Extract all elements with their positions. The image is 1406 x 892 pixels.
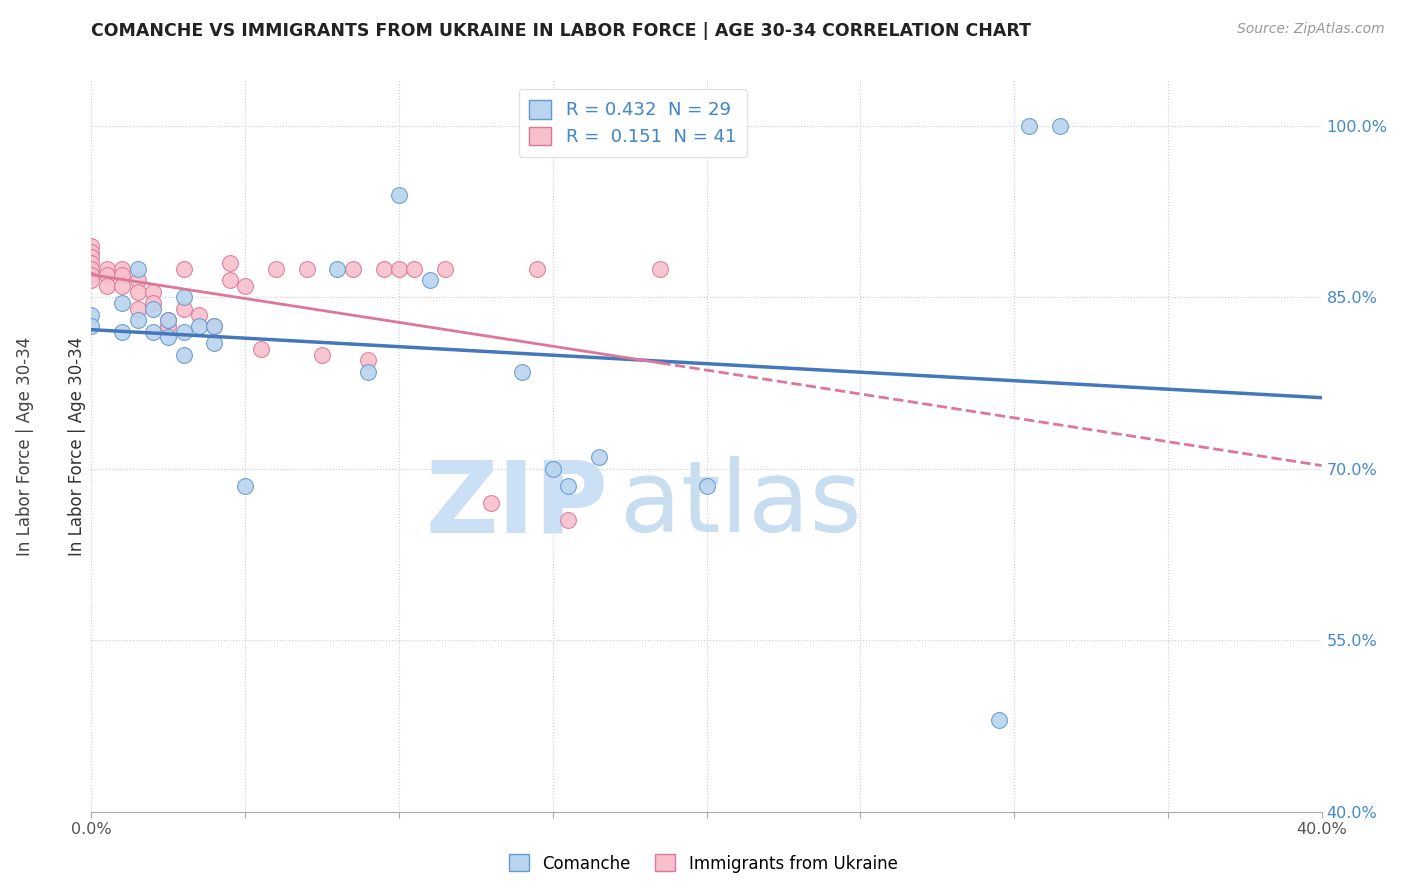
Point bbox=[388, 261, 411, 276]
Point bbox=[373, 261, 395, 276]
Point bbox=[80, 256, 103, 270]
Point bbox=[295, 261, 318, 276]
Point bbox=[111, 261, 134, 276]
Point bbox=[111, 325, 134, 339]
Point bbox=[80, 251, 103, 265]
Point bbox=[80, 308, 103, 322]
Point bbox=[650, 261, 672, 276]
Point bbox=[80, 239, 103, 253]
Point bbox=[96, 279, 118, 293]
Point bbox=[1018, 119, 1040, 133]
Point bbox=[188, 308, 211, 322]
Point bbox=[157, 313, 180, 327]
Point bbox=[696, 479, 718, 493]
Point bbox=[142, 301, 165, 316]
Point bbox=[434, 261, 457, 276]
Point bbox=[80, 273, 103, 287]
Point bbox=[173, 325, 195, 339]
Point bbox=[111, 296, 134, 310]
Point bbox=[510, 365, 533, 379]
Text: ZIP: ZIP bbox=[425, 456, 607, 553]
Point bbox=[249, 342, 271, 356]
Point bbox=[157, 330, 180, 344]
Point bbox=[218, 273, 240, 287]
Point bbox=[96, 268, 118, 282]
Point bbox=[80, 244, 103, 259]
Point bbox=[202, 318, 225, 333]
Point bbox=[404, 261, 426, 276]
Point bbox=[188, 318, 211, 333]
Point bbox=[96, 261, 118, 276]
Point bbox=[111, 279, 134, 293]
Point bbox=[311, 347, 333, 362]
Point bbox=[111, 268, 134, 282]
Point bbox=[173, 261, 195, 276]
Point bbox=[526, 261, 548, 276]
Point bbox=[142, 296, 165, 310]
Legend: R = 0.432  N = 29, R =  0.151  N = 41: R = 0.432 N = 29, R = 0.151 N = 41 bbox=[519, 89, 747, 157]
Y-axis label: In Labor Force | Age 30-34: In Labor Force | Age 30-34 bbox=[67, 336, 86, 556]
Text: atlas: atlas bbox=[620, 456, 862, 553]
Point bbox=[80, 318, 103, 333]
Point bbox=[541, 462, 564, 476]
Point bbox=[557, 479, 579, 493]
Point bbox=[142, 285, 165, 299]
Point bbox=[218, 256, 240, 270]
Point bbox=[157, 318, 180, 333]
Point bbox=[479, 496, 502, 510]
Point bbox=[127, 313, 149, 327]
Point bbox=[326, 261, 349, 276]
Point bbox=[142, 325, 165, 339]
Point bbox=[202, 318, 225, 333]
Point bbox=[127, 261, 149, 276]
Point bbox=[173, 347, 195, 362]
Point bbox=[80, 261, 103, 276]
Point bbox=[127, 273, 149, 287]
Point bbox=[173, 290, 195, 304]
Legend: Comanche, Immigrants from Ukraine: Comanche, Immigrants from Ukraine bbox=[502, 847, 904, 880]
Point bbox=[342, 261, 364, 276]
Point bbox=[127, 285, 149, 299]
Point bbox=[419, 273, 441, 287]
Point bbox=[357, 353, 380, 368]
Text: Source: ZipAtlas.com: Source: ZipAtlas.com bbox=[1237, 22, 1385, 37]
Point bbox=[588, 450, 610, 465]
Point bbox=[233, 279, 256, 293]
Text: COMANCHE VS IMMIGRANTS FROM UKRAINE IN LABOR FORCE | AGE 30-34 CORRELATION CHART: COMANCHE VS IMMIGRANTS FROM UKRAINE IN L… bbox=[91, 22, 1032, 40]
Point bbox=[987, 714, 1010, 728]
Point bbox=[233, 479, 256, 493]
Point bbox=[1049, 119, 1071, 133]
Point bbox=[127, 301, 149, 316]
Point bbox=[357, 365, 380, 379]
Point bbox=[80, 268, 103, 282]
Point bbox=[202, 336, 225, 351]
Point bbox=[264, 261, 287, 276]
Point bbox=[557, 513, 579, 527]
Point bbox=[388, 187, 411, 202]
Point bbox=[157, 313, 180, 327]
Point bbox=[173, 301, 195, 316]
Text: In Labor Force | Age 30-34: In Labor Force | Age 30-34 bbox=[17, 336, 34, 556]
